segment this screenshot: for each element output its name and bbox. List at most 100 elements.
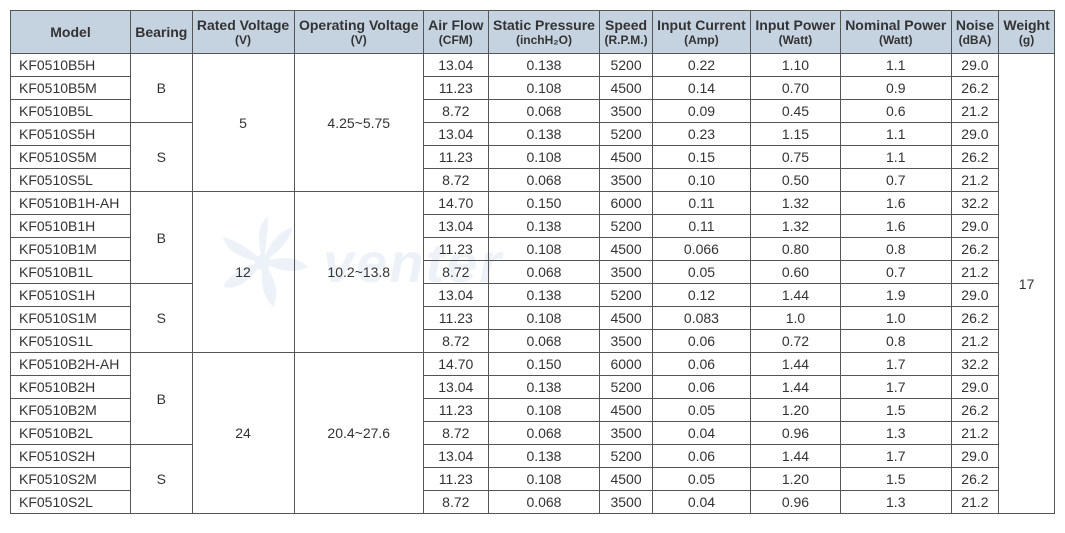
cell-model: KF0510B1M — [11, 238, 131, 261]
header-operating-voltage: Operating Voltage(V) — [294, 11, 423, 54]
cell-air-flow: 13.04 — [423, 123, 488, 146]
header-bearing: Bearing — [131, 11, 193, 54]
cell-model: KF0510B1H-AH — [11, 192, 131, 215]
cell-static-pressure: 0.108 — [488, 307, 600, 330]
cell-input-current: 0.04 — [652, 491, 750, 514]
table-header: Model Bearing Rated Voltage(V) Operating… — [11, 11, 1055, 54]
cell-nominal-power: 0.8 — [840, 330, 951, 353]
cell-air-flow: 14.70 — [423, 353, 488, 376]
cell-static-pressure: 0.068 — [488, 100, 600, 123]
cell-input-current: 0.15 — [652, 146, 750, 169]
cell-noise: 29.0 — [951, 215, 998, 238]
cell-nominal-power: 1.0 — [840, 307, 951, 330]
header-nominal-power: Nominal Power(Watt) — [840, 11, 951, 54]
cell-model: KF0510B5M — [11, 77, 131, 100]
cell-static-pressure: 0.108 — [488, 399, 600, 422]
cell-input-power: 1.44 — [751, 376, 841, 399]
cell-bearing: S — [131, 123, 193, 192]
cell-speed: 4500 — [600, 468, 652, 491]
cell-input-current: 0.10 — [652, 169, 750, 192]
cell-noise: 26.2 — [951, 238, 998, 261]
cell-input-power: 0.50 — [751, 169, 841, 192]
cell-nominal-power: 1.6 — [840, 192, 951, 215]
cell-speed: 5200 — [600, 123, 652, 146]
cell-bearing: S — [131, 445, 193, 514]
cell-air-flow: 13.04 — [423, 284, 488, 307]
header-model: Model — [11, 11, 131, 54]
cell-input-power: 0.72 — [751, 330, 841, 353]
cell-nominal-power: 1.7 — [840, 376, 951, 399]
cell-nominal-power: 1.9 — [840, 284, 951, 307]
cell-model: KF0510S1M — [11, 307, 131, 330]
cell-speed: 3500 — [600, 422, 652, 445]
cell-noise: 21.2 — [951, 422, 998, 445]
cell-speed: 3500 — [600, 169, 652, 192]
cell-rated-voltage: 5 — [192, 54, 294, 192]
cell-model: KF0510S1L — [11, 330, 131, 353]
cell-static-pressure: 0.150 — [488, 353, 600, 376]
cell-static-pressure: 0.138 — [488, 215, 600, 238]
cell-input-power: 0.96 — [751, 422, 841, 445]
cell-air-flow: 13.04 — [423, 376, 488, 399]
cell-operating-voltage: 10.2~13.8 — [294, 192, 423, 353]
header-air-flow: Air Flow(CFM) — [423, 11, 488, 54]
cell-static-pressure: 0.108 — [488, 77, 600, 100]
cell-model: KF0510S5H — [11, 123, 131, 146]
cell-air-flow: 11.23 — [423, 238, 488, 261]
cell-operating-voltage: 20.4~27.6 — [294, 353, 423, 514]
cell-model: KF0510B2H — [11, 376, 131, 399]
cell-static-pressure: 0.068 — [488, 330, 600, 353]
cell-air-flow: 11.23 — [423, 307, 488, 330]
cell-speed: 6000 — [600, 192, 652, 215]
cell-nominal-power: 1.7 — [840, 445, 951, 468]
cell-nominal-power: 1.1 — [840, 146, 951, 169]
table-row: KF0510B2H-AHB2420.4~27.614.700.15060000.… — [11, 353, 1055, 376]
cell-air-flow: 13.04 — [423, 54, 488, 77]
cell-noise: 29.0 — [951, 284, 998, 307]
cell-model: KF0510B2L — [11, 422, 131, 445]
cell-air-flow: 13.04 — [423, 445, 488, 468]
cell-nominal-power: 1.1 — [840, 123, 951, 146]
cell-model: KF0510B5H — [11, 54, 131, 77]
cell-speed: 3500 — [600, 491, 652, 514]
cell-air-flow: 8.72 — [423, 330, 488, 353]
cell-speed: 3500 — [600, 100, 652, 123]
cell-noise: 26.2 — [951, 468, 998, 491]
cell-speed: 4500 — [600, 146, 652, 169]
cell-model: KF0510B2H-AH — [11, 353, 131, 376]
cell-air-flow: 8.72 — [423, 169, 488, 192]
cell-nominal-power: 1.1 — [840, 54, 951, 77]
cell-static-pressure: 0.138 — [488, 54, 600, 77]
cell-nominal-power: 0.8 — [840, 238, 951, 261]
cell-air-flow: 8.72 — [423, 100, 488, 123]
spec-table: Model Bearing Rated Voltage(V) Operating… — [10, 10, 1055, 514]
header-noise: Noise(dBA) — [951, 11, 998, 54]
cell-input-power: 1.15 — [751, 123, 841, 146]
cell-noise: 21.2 — [951, 100, 998, 123]
cell-input-power: 1.32 — [751, 192, 841, 215]
header-static-pressure: Static Pressure(inchH₂O) — [488, 11, 600, 54]
cell-noise: 29.0 — [951, 123, 998, 146]
cell-model: KF0510B1L — [11, 261, 131, 284]
cell-input-current: 0.06 — [652, 353, 750, 376]
table-row: KF0510S5HS13.040.13852000.231.151.129.0 — [11, 123, 1055, 146]
cell-air-flow: 13.04 — [423, 215, 488, 238]
cell-input-power: 0.80 — [751, 238, 841, 261]
cell-noise: 26.2 — [951, 77, 998, 100]
cell-noise: 29.0 — [951, 54, 998, 77]
cell-input-current: 0.05 — [652, 468, 750, 491]
cell-input-current: 0.23 — [652, 123, 750, 146]
table-row: KF0510S2HS13.040.13852000.061.441.729.0 — [11, 445, 1055, 468]
cell-input-current: 0.11 — [652, 192, 750, 215]
cell-noise: 29.0 — [951, 445, 998, 468]
cell-nominal-power: 1.6 — [840, 215, 951, 238]
cell-static-pressure: 0.068 — [488, 422, 600, 445]
cell-air-flow: 11.23 — [423, 468, 488, 491]
cell-nominal-power: 1.7 — [840, 353, 951, 376]
cell-nominal-power: 1.3 — [840, 491, 951, 514]
cell-static-pressure: 0.138 — [488, 123, 600, 146]
cell-model: KF0510B5L — [11, 100, 131, 123]
cell-speed: 3500 — [600, 330, 652, 353]
cell-static-pressure: 0.068 — [488, 169, 600, 192]
cell-bearing: B — [131, 353, 193, 445]
